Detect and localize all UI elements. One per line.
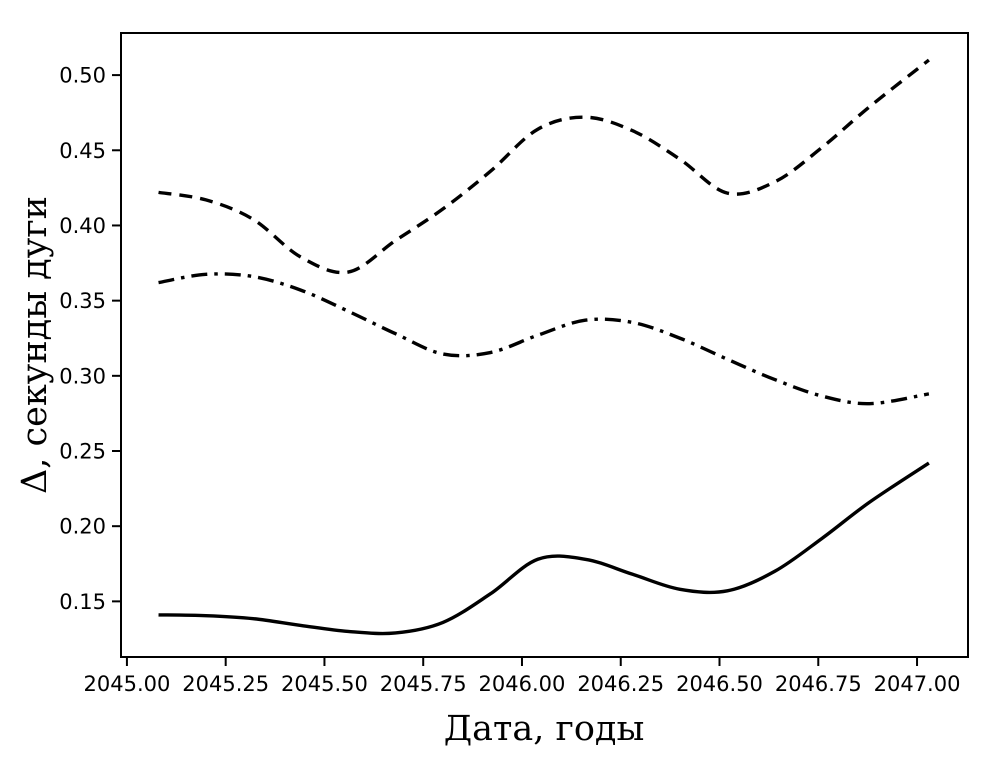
y-tick-label: 0.35 [59, 289, 106, 313]
dashdot-middle-curve [158, 272, 930, 406]
x-tick-label: 2045.25 [182, 672, 269, 696]
y-tick-label: 0.30 [59, 364, 106, 388]
x-tick-label: 2045.00 [84, 672, 171, 696]
x-tick-label: 2046.50 [676, 672, 763, 696]
x-tick-label: 2047.00 [874, 672, 961, 696]
y-tick-label: 0.40 [59, 214, 106, 238]
y-tick-label: 0.15 [59, 590, 106, 614]
plot-border [120, 32, 969, 658]
x-tick-label: 2046.25 [577, 672, 664, 696]
y-tick-label: 0.45 [59, 139, 106, 163]
x-axis-label: Дата, годы [444, 709, 645, 749]
y-tick-label: 0.20 [59, 515, 106, 539]
x-tick-label: 2045.50 [281, 672, 368, 696]
x-tick-label: 2046.00 [479, 672, 566, 696]
axes: 2045.00 2045.25 2045.50 2045.75 2046.00 2046.… [59, 32, 969, 696]
y-axis-label: Δ, секунды дуги [15, 196, 55, 494]
curves [158, 58, 930, 636]
x-tick-label: 2045.75 [380, 672, 467, 696]
y-tick-label: 0.50 [59, 64, 106, 88]
y-tick-label: 0.25 [59, 440, 106, 464]
dashed-upper-curve [158, 58, 930, 275]
x-tick-label: 2046.75 [775, 672, 862, 696]
solid-lower-curve [158, 461, 930, 636]
